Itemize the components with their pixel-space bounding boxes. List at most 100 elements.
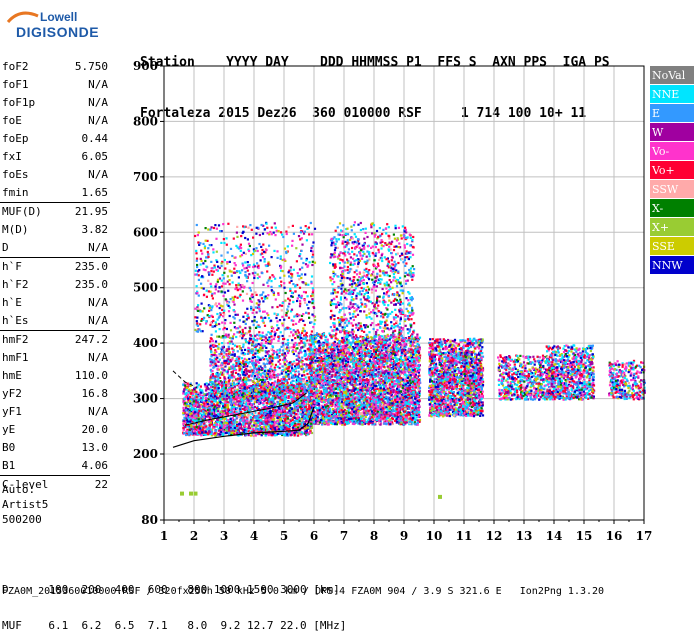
- echo-point: [257, 422, 259, 424]
- echo-point: [273, 374, 275, 376]
- echo-point: [231, 365, 233, 367]
- echo-point: [183, 420, 185, 422]
- echo-point: [220, 431, 222, 433]
- echo-point: [286, 360, 288, 362]
- echo-point: [284, 352, 286, 354]
- echo-point: [302, 368, 304, 370]
- echo-point: [203, 403, 205, 405]
- echo-point: [224, 401, 226, 403]
- echo-point: [219, 424, 221, 426]
- echo-point: [210, 376, 212, 378]
- echo-point: [304, 354, 306, 356]
- echo-point: [294, 417, 296, 419]
- echo-point: [302, 421, 304, 423]
- echo-point: [212, 375, 214, 377]
- echo-point: [209, 381, 211, 383]
- echo-point: [194, 430, 196, 432]
- echo-point: [257, 361, 259, 363]
- echo-point: [256, 368, 258, 370]
- echo-point: [242, 346, 244, 348]
- echo-point: [291, 408, 293, 410]
- echo-point: [295, 333, 297, 335]
- echo-point: [248, 434, 250, 436]
- echo-point: [222, 403, 224, 405]
- echo-point: [270, 410, 272, 412]
- echo-point: [218, 381, 220, 383]
- echo-point: [264, 379, 266, 381]
- echo-point: [183, 409, 185, 411]
- echo-point: [290, 396, 292, 398]
- echo-point: [211, 377, 213, 379]
- echo-point: [222, 350, 224, 352]
- echo-point: [208, 421, 210, 423]
- echo-point: [210, 384, 212, 386]
- echo-point: [256, 334, 258, 336]
- echo-point: [225, 333, 227, 335]
- echo-point: [307, 388, 309, 390]
- echo-point: [296, 355, 298, 357]
- echo-point: [234, 386, 236, 388]
- echo-point: [223, 369, 225, 371]
- echo-point: [258, 371, 260, 373]
- echo-point: [283, 409, 285, 411]
- echo-point: [261, 383, 263, 385]
- echo-point: [223, 387, 225, 389]
- echo-point: [225, 398, 227, 400]
- echo-point: [224, 404, 226, 406]
- echo-point: [223, 398, 225, 400]
- echo-point: [257, 350, 259, 352]
- echo-point: [272, 354, 274, 356]
- echo-point: [284, 357, 286, 359]
- echo-point: [263, 388, 265, 390]
- echo-point: [287, 352, 289, 354]
- echo-point: [214, 432, 216, 434]
- echo-point: [236, 358, 238, 360]
- echo-point: [270, 405, 272, 407]
- echo-point: [305, 366, 307, 368]
- echo-point: [260, 386, 262, 388]
- echo-point: [213, 404, 215, 406]
- echo-point: [244, 349, 246, 351]
- echo-point: [238, 375, 240, 377]
- echo-point: [209, 409, 211, 411]
- echo-point: [282, 395, 284, 397]
- echo-point: [194, 411, 196, 413]
- echo-point: [216, 336, 218, 338]
- echo-point: [269, 386, 271, 388]
- echo-point: [274, 357, 276, 359]
- echo-point: [221, 362, 223, 364]
- echo-point: [219, 434, 221, 436]
- echo-point: [212, 373, 214, 375]
- echo-point: [214, 415, 216, 417]
- echo-point: [221, 393, 223, 395]
- echo-point: [281, 390, 283, 392]
- echo-point: [227, 406, 229, 408]
- echo-point: [251, 408, 253, 410]
- echo-point: [229, 411, 231, 413]
- echo-point: [298, 352, 300, 354]
- echo-point: [289, 392, 291, 394]
- echo-point: [192, 419, 194, 421]
- echo-point: [305, 401, 307, 403]
- echo-point: [212, 364, 214, 366]
- echo-point: [288, 420, 290, 422]
- echo-point: [300, 337, 302, 339]
- echo-point: [297, 423, 299, 425]
- echo-point: [233, 422, 235, 424]
- echo-point: [186, 392, 188, 394]
- echo-point: [293, 377, 295, 379]
- echo-point: [281, 407, 283, 409]
- echo-point: [264, 373, 266, 375]
- echo-point: [210, 389, 212, 391]
- echo-point: [270, 383, 272, 385]
- echo-point: [279, 394, 281, 396]
- echo-point: [302, 397, 304, 399]
- echo-point: [297, 417, 299, 419]
- echo-point: [217, 413, 219, 415]
- echo-point: [289, 335, 291, 337]
- echo-point: [298, 371, 300, 373]
- echo-point: [285, 415, 287, 417]
- echo-point: [245, 361, 247, 363]
- echo-point: [288, 410, 290, 412]
- echo-point: [189, 413, 191, 415]
